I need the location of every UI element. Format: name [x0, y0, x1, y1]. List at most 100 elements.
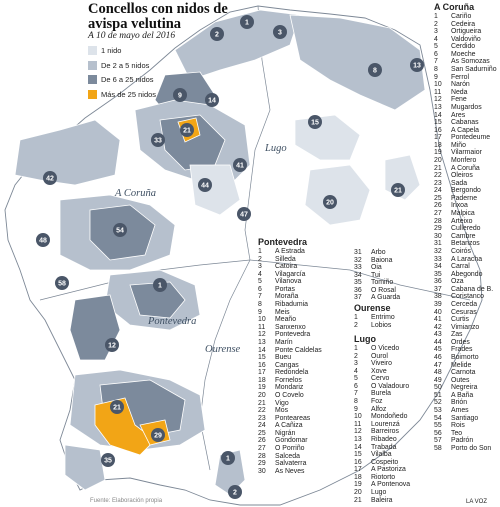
municipality-lugocoast [289, 14, 426, 111]
list-row-number: 10 [434, 81, 442, 89]
list-row-number: 13 [434, 103, 442, 111]
list-row-number: 36 [354, 286, 362, 294]
list-row-name: A Laracha [451, 255, 483, 263]
list-row-number: 56 [434, 429, 442, 437]
list-row-number: 7 [258, 293, 262, 301]
list-row-name: Ponteareas [275, 414, 311, 422]
list-row-name: Brión [451, 399, 468, 407]
list-row: 43 Zas [434, 331, 497, 339]
list-row: 57 Padrón [434, 437, 497, 445]
marker-c47: 47 [237, 207, 251, 221]
marker-l20: 20 [323, 195, 337, 209]
marker-p12: 12 [105, 338, 119, 352]
list-row-number: 9 [258, 308, 262, 316]
marker-p1: 1 [153, 278, 167, 292]
list-row-number: 31 [434, 240, 442, 248]
list-row-number: 5 [354, 375, 358, 383]
list-row: 5 Cervo [354, 375, 410, 383]
legend-swatch-1 [88, 46, 97, 55]
source-note: Fuente: Elaboración propia [90, 498, 163, 504]
list-row: 29 Salvaterra [258, 460, 322, 468]
svg-text:41: 41 [236, 163, 244, 170]
list-row-name: A Pastoriza [371, 466, 406, 474]
list-row: 55 Rois [434, 422, 497, 430]
list-row: 12 Fene [434, 96, 497, 104]
list-row: 53 Ames [434, 407, 497, 415]
list-row-name: A Cañiza [275, 422, 303, 430]
list-row-number: 32 [434, 247, 442, 255]
list-row-name: Lobios [371, 321, 392, 329]
list-row-number: 23 [434, 179, 442, 187]
list-row-number: 32 [354, 256, 362, 264]
list-row-name: Culleredo [451, 225, 481, 233]
list-row: 10 Meaño [258, 316, 322, 324]
list-row-name: Sada [451, 179, 468, 187]
list-row-number: 33 [434, 255, 442, 263]
list-row-number: 38 [434, 293, 442, 301]
list-row-number: 3 [434, 28, 438, 36]
list-row-number: 57 [434, 437, 442, 445]
list-row: 25 Paderne [434, 195, 497, 203]
marker-c48: 48 [36, 233, 50, 247]
list-row-number: 35 [354, 279, 362, 287]
list-row: 35 Abegondo [434, 271, 497, 279]
list-row-number: 18 [258, 376, 266, 384]
list-row: 24 Bergondo [434, 187, 497, 195]
list-lugo-items: 1 O Vicedo 2 Ourol 3 Viveiro 4 Xove 5 Cervo 6 O Val… [354, 345, 410, 504]
municipality-south [64, 444, 106, 491]
list-row-name: Cedeira [451, 20, 476, 28]
list-row-number: 13 [354, 435, 362, 443]
svg-text:33: 33 [154, 138, 162, 145]
svg-text:21: 21 [183, 128, 191, 135]
list-row: 50 Negreira [434, 384, 497, 392]
legend-item-2: De 2 a 5 nidos [88, 59, 156, 72]
list-row: 21 A Coruña [434, 165, 497, 173]
list-row-number: 1 [354, 314, 358, 321]
list-row-number: 13 [258, 338, 266, 346]
list-row-name: Mos [275, 407, 289, 415]
list-row-name: A Baña [451, 391, 474, 399]
list-row-name: Xove [371, 367, 387, 375]
list-row-name: Redondela [275, 369, 309, 377]
list-row-name: Lourenzá [371, 420, 400, 428]
list-row-name: Melide [451, 361, 472, 369]
list-row-number: 20 [354, 488, 362, 496]
list-row-number: 36 [434, 278, 442, 286]
marker-p29: 29 [151, 428, 165, 442]
list-row-name: Ortigueira [451, 28, 482, 36]
list-row-number: 18 [354, 473, 362, 481]
list-row-name: Ribadeo [371, 435, 397, 443]
province-border-coruna-lugo [244, 5, 271, 261]
list-row-name: Ordes [451, 338, 470, 346]
marker-p35: 35 [101, 453, 115, 467]
list-row-name: O Valadouro [371, 382, 410, 390]
list-row: 35 Tomiño [354, 279, 400, 287]
list-row: 41 Curtis [434, 316, 497, 324]
list-row-name: A Capela [451, 126, 479, 134]
list-row-number: 26 [258, 437, 266, 445]
list-row: 2 Ourol [354, 353, 410, 361]
list-row: 42 Vimianzo [434, 324, 497, 332]
list-row-name: O Covelo [275, 391, 304, 399]
list-coruna-head: A Coruña [434, 2, 475, 12]
list-row-name: Cambre [451, 232, 476, 240]
svg-text:42: 42 [46, 176, 54, 183]
list-row: 37 A Guarda [354, 294, 400, 302]
list-row-name: Pontevedra [275, 331, 311, 339]
list-row-number: 7 [354, 390, 358, 398]
list-row-name: Curtis [451, 316, 469, 324]
legend-label-4: Más de 25 nidos [101, 89, 157, 99]
marker-o1: 1 [221, 451, 235, 465]
list-row: 29 Culleredo [434, 225, 497, 233]
list-row-number: 58 [434, 444, 442, 452]
list-row-name: Padrón [451, 437, 474, 445]
list-row-name: Frades [451, 346, 473, 354]
map-title: Concellos con nidos de avispa velutina [88, 1, 228, 32]
list-row-number: 27 [258, 445, 266, 453]
list-row-number: 49 [434, 376, 442, 384]
marker-c33: 33 [151, 133, 165, 147]
legend-swatch-2 [88, 60, 97, 70]
list-row: 16 Cangas [258, 362, 322, 370]
svg-text:44: 44 [201, 183, 209, 190]
